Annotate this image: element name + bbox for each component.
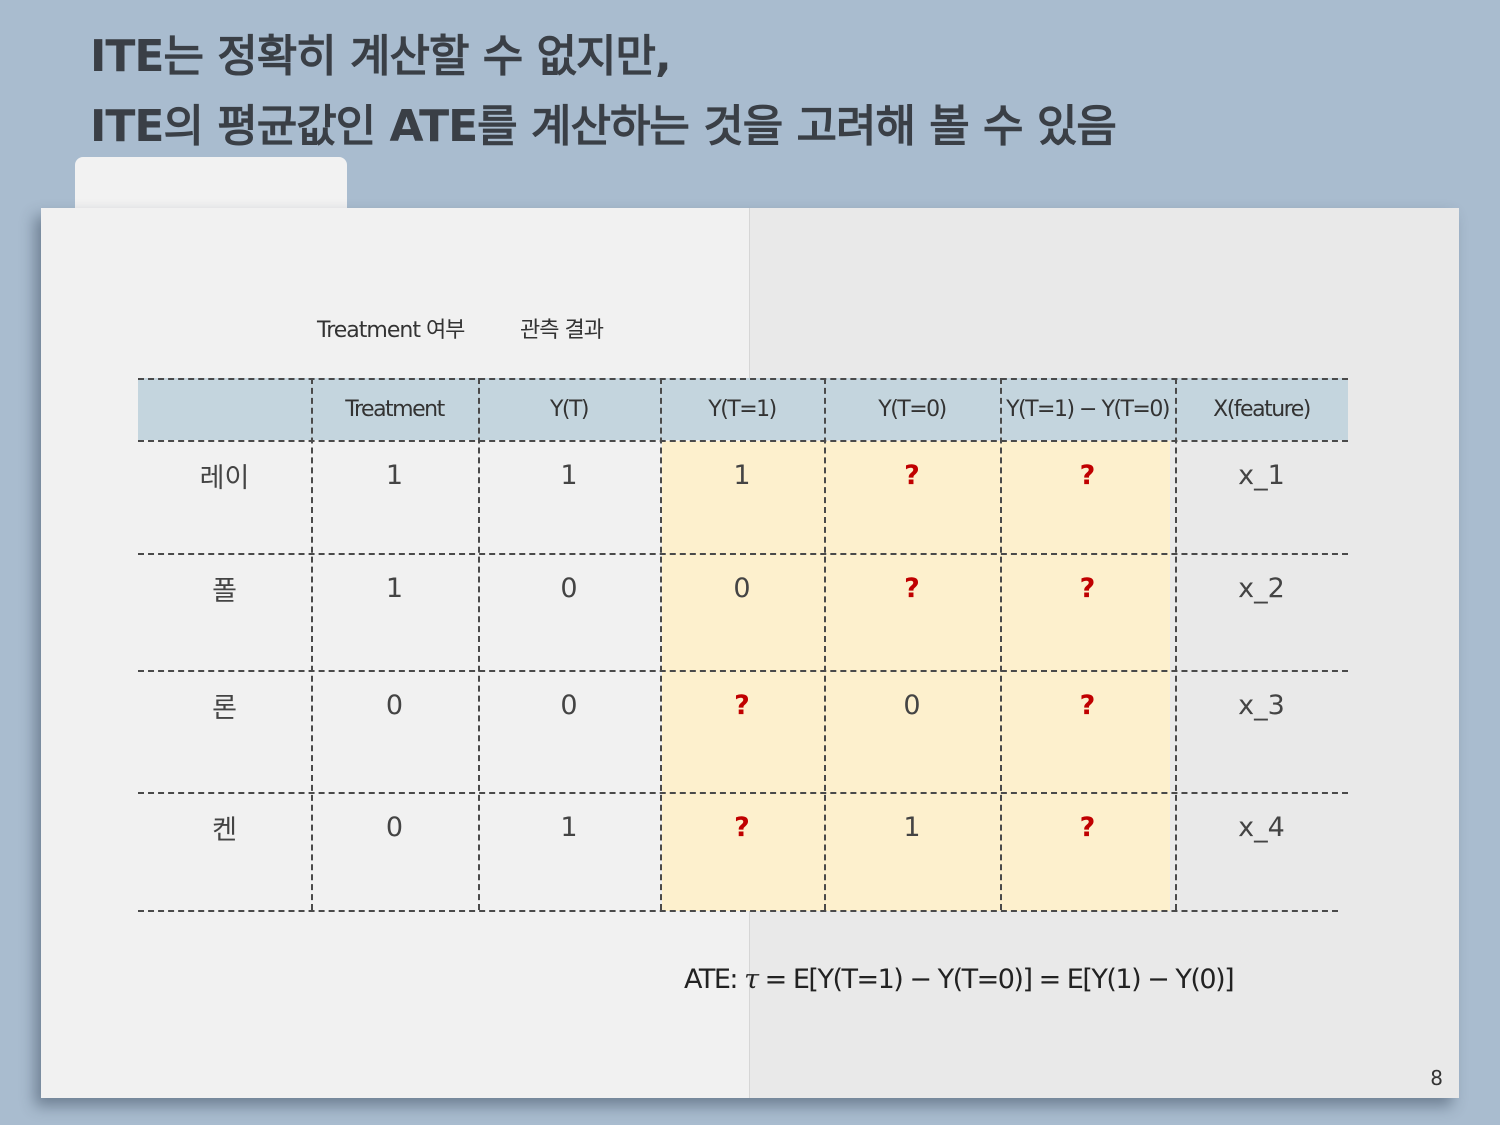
table-header-cell: Y(T=0) [878,396,947,422]
table-cell: 0 [560,689,578,721]
table-column-rule [824,378,826,910]
table-column-rule [1000,378,1002,910]
page-number: 8 [1430,1066,1443,1090]
table-column-rule [311,378,313,910]
unknown-value-cell: ? [904,572,920,604]
unknown-value-cell: ? [734,689,750,721]
table-header-cell: Y(T=1) [708,396,777,422]
table-header-cell: Y(T) [549,396,590,422]
table-cell: 1 [560,459,578,491]
table-column-rule [478,378,480,910]
title-line-2: ITE의 평균값인 ATE를 계산하는 것을 고려해 볼 수 있음 [90,101,1117,152]
table-column-rule [1175,378,1177,910]
ate-formula: ATE: τ = E[Y(T=1) − Y(T=0)] = E[Y(1) − Y… [684,964,1235,995]
table-cell: 0 [733,572,751,604]
ate-expression: = E[Y(T=1) − Y(T=0)] = E[Y(1) − Y(0)] [764,964,1235,995]
treatment-group-label: Treatment 여부 [317,318,465,343]
table-cell: 0 [385,689,404,721]
unknown-value-cell: ? [1079,689,1096,721]
table-cell: 0 [560,572,578,604]
table-column-rule [660,378,662,910]
ate-label: ATE: [684,964,739,995]
table-header-cell: Y(T=1) − Y(T=0) [1006,396,1170,422]
table-rule [138,792,1348,794]
table-header-cell [138,378,311,440]
observed-group-label: 관측 결과 [520,318,604,343]
table-header-band [138,378,1348,440]
unknown-value-cell: ? [1079,811,1096,843]
row-name-cell: 폴 [212,575,237,607]
table-cell: 1 [733,459,751,491]
folder-tab [75,157,347,213]
row-name-cell: 레이 [199,462,250,494]
table-cell: x_3 [1238,689,1285,721]
table-cell: x_1 [1238,459,1285,491]
table-cell: x_4 [1238,811,1285,843]
table-cell: x_2 [1238,572,1285,604]
table-cell: 1 [560,811,578,843]
potential-outcome-highlight [662,441,1170,911]
table-cell: 0 [385,811,404,843]
table-rule [138,553,1348,555]
row-name-cell: 켄 [212,814,237,846]
table-rule [138,440,1348,442]
row-name-cell: 론 [212,692,237,724]
unknown-value-cell: ? [1079,459,1096,491]
tau-symbol: τ [744,964,759,995]
table-cell: 1 [385,572,404,604]
unknown-value-cell: ? [1079,572,1096,604]
table-cell: 0 [903,689,921,721]
table-rule [138,910,1338,912]
title-line-1: ITE는 정확히 계산할 수 없지만, [90,31,672,82]
table-rule [138,670,1348,672]
table-rule [138,378,1348,380]
table-cell: 1 [903,811,921,843]
table-header-cell: X(feature) [1213,396,1311,422]
table-header-cell: Treatment [345,396,445,422]
unknown-value-cell: ? [904,459,920,491]
table-cell: 1 [385,459,404,491]
unknown-value-cell: ? [734,811,750,843]
